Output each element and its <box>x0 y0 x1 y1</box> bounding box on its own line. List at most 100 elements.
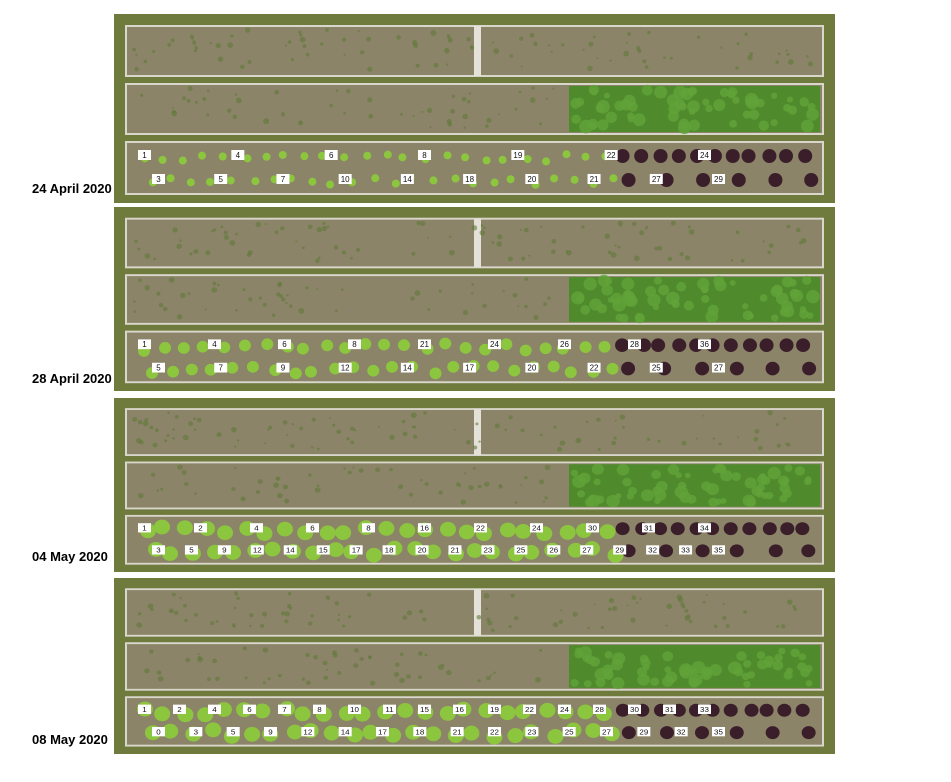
bottom-marker <box>649 362 663 373</box>
lettuce-plant <box>304 365 317 378</box>
aerial-panel-3: 1 2 4 6 8 16 22 24 30 31 34 3 5 9 12 14 15 17 18 20 21 23 25 26… <box>114 398 835 572</box>
lettuce-plant <box>159 342 172 354</box>
top-marker-label: 4 <box>212 705 217 714</box>
bottom-marker-label: 5 <box>218 175 223 184</box>
top-marker <box>558 339 571 350</box>
top-marker-label: 30 <box>630 705 639 714</box>
lettuce-plant <box>206 177 215 186</box>
lettuce-plant <box>154 706 171 722</box>
bottom-marker <box>400 362 414 373</box>
top-marker-label: 1 <box>142 705 146 714</box>
purple-lettuce-plant <box>801 726 816 740</box>
lettuce-plant <box>262 152 271 161</box>
top-marker-label: 19 <box>513 151 522 160</box>
lettuce-plant <box>539 702 556 718</box>
bottom-marker <box>712 726 725 737</box>
top-marker <box>278 339 291 350</box>
bottom-marker-label: 9 <box>222 546 226 555</box>
lettuce-plant <box>289 367 302 380</box>
lettuce-plant <box>463 725 480 741</box>
lettuce-plant <box>371 174 380 183</box>
date-label-1: 24 April 2020 <box>32 181 112 196</box>
bottom-marker <box>338 726 352 737</box>
bottom-marker <box>152 726 165 737</box>
lettuce-plant <box>362 724 379 740</box>
lettuce-plant <box>218 152 227 161</box>
top-marker-label: 31 <box>665 705 674 714</box>
bottom-marker-label: 10 <box>341 175 350 184</box>
top-marker-label: 24 <box>532 524 542 533</box>
top-marker-label: 6 <box>282 340 287 349</box>
lettuce-plant <box>487 360 500 372</box>
bottom-marker-label: 9 <box>281 364 285 373</box>
top-marker <box>453 704 466 714</box>
bottom-marker <box>481 545 495 555</box>
lettuce-plant <box>458 524 475 540</box>
bottom-marker-label: 18 <box>385 546 394 555</box>
purple-lettuce-plant <box>723 703 738 717</box>
top-marker-label: 4 <box>236 151 241 160</box>
lettuce-plant <box>585 723 602 738</box>
purple-lettuce-plant <box>723 338 738 353</box>
bottom-marker-label: 35 <box>714 546 723 555</box>
lettuce-plant <box>226 361 239 374</box>
bottom-marker-label: 23 <box>483 546 492 555</box>
purple-lettuce-plant <box>725 149 740 163</box>
top-marker <box>324 150 338 160</box>
lettuce-plant <box>506 175 515 184</box>
bottom-marker <box>712 174 725 184</box>
top-marker <box>306 523 319 533</box>
bottom-marker <box>415 545 429 555</box>
purple-lettuce-plant <box>707 149 722 163</box>
top-marker <box>698 339 711 350</box>
bottom-marker <box>338 362 352 373</box>
bottom-marker <box>283 545 297 555</box>
lettuce-plant <box>439 521 456 537</box>
purple-lettuce-plant <box>694 726 709 740</box>
bottom-marker-label: 7 <box>218 364 222 373</box>
bottom-marker-label: 14 <box>403 175 412 184</box>
lettuce-plant <box>300 152 309 161</box>
top-marker-label: 2 <box>177 705 181 714</box>
top-marker <box>628 704 641 714</box>
lettuce-plant <box>507 728 524 744</box>
purple-lettuce-plant <box>765 726 780 740</box>
lettuce-plant <box>178 156 187 165</box>
lettuce-plant <box>547 728 564 744</box>
lettuce-plant <box>500 338 513 351</box>
top-marker <box>278 704 291 714</box>
top-marker-label: 31 <box>644 524 653 533</box>
top-marker <box>138 523 151 533</box>
lettuce-plant <box>399 523 416 538</box>
purple-lettuce-plant <box>615 338 630 353</box>
lettuce-plant <box>539 342 552 355</box>
purple-lettuce-plant <box>659 173 674 187</box>
bottom-marker <box>587 362 601 373</box>
lettuce-plant <box>523 155 532 164</box>
lettuce-plant <box>429 176 438 185</box>
bottom-marker-label: 26 <box>549 546 558 555</box>
top-marker-label: 8 <box>317 705 321 714</box>
bottom-marker-label: 32 <box>648 546 657 555</box>
bottom-marker <box>376 726 389 737</box>
lettuce-plant <box>398 153 407 162</box>
bottom-marker <box>316 545 330 555</box>
lettuce-plant <box>564 366 577 379</box>
lettuce-plant <box>365 547 382 563</box>
top-marker-label: 8 <box>422 151 427 160</box>
top-marker-label: 6 <box>247 705 251 714</box>
divider-post <box>474 589 481 636</box>
top-marker <box>383 704 396 714</box>
lettuce-plant <box>323 725 340 741</box>
date-label-4: 08 May 2020 <box>32 732 108 747</box>
lettuce-plant <box>499 705 516 721</box>
lettuce-plant <box>158 155 167 164</box>
bottom-marker <box>674 726 688 737</box>
purple-lettuce-plant <box>634 149 649 163</box>
purple-lettuce-plant <box>780 522 795 536</box>
lettuce-plant <box>447 361 460 373</box>
lettuce-plant <box>321 339 334 352</box>
lettuce-plant <box>296 342 309 355</box>
bottom-marker-label: 20 <box>418 546 427 555</box>
top-marker-label: 15 <box>420 705 429 714</box>
